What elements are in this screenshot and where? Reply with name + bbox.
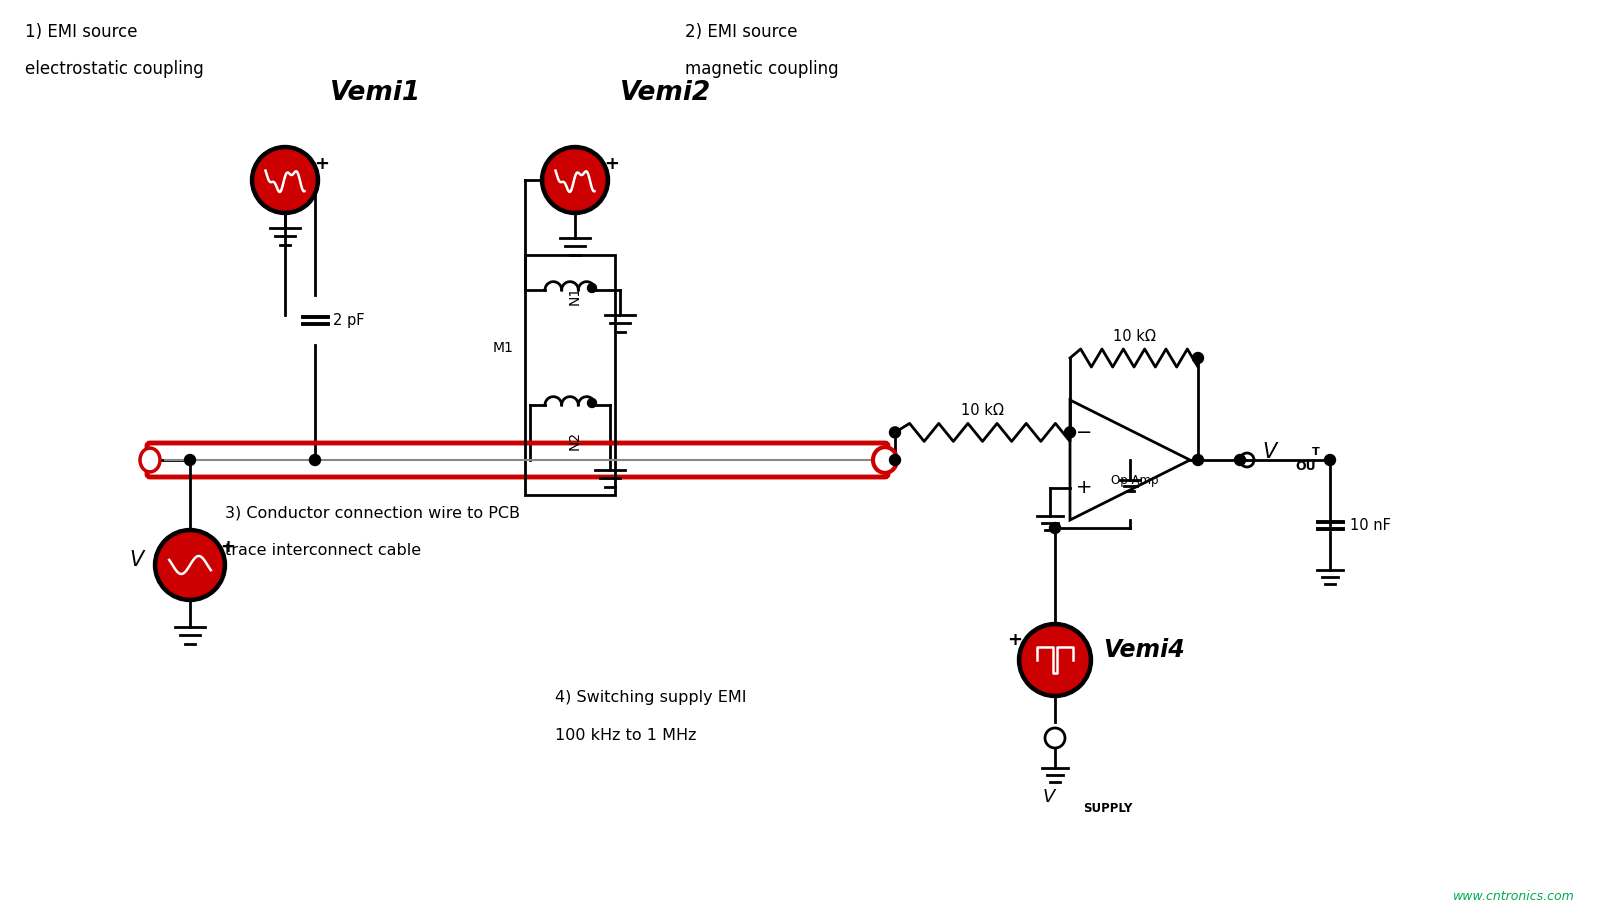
- Text: T: T: [1312, 447, 1320, 457]
- Text: +: +: [1008, 631, 1022, 649]
- Text: IN: IN: [157, 574, 173, 587]
- Circle shape: [890, 427, 901, 438]
- Circle shape: [587, 284, 597, 293]
- Text: 100 kHz to 1 MHz: 100 kHz to 1 MHz: [555, 728, 696, 743]
- Text: Vemi4: Vemi4: [1102, 638, 1184, 662]
- Text: Vemi1: Vemi1: [330, 80, 421, 106]
- Text: +: +: [605, 155, 619, 173]
- Text: 1) EMI source: 1) EMI source: [26, 23, 138, 41]
- Circle shape: [890, 455, 901, 466]
- Text: Op Amp: Op Amp: [1112, 474, 1158, 487]
- Text: +: +: [221, 538, 235, 556]
- Circle shape: [251, 145, 320, 214]
- Text: 10 nF: 10 nF: [1350, 518, 1390, 533]
- Circle shape: [541, 145, 610, 214]
- Text: N2: N2: [568, 430, 582, 449]
- Text: +: +: [1075, 479, 1093, 497]
- Circle shape: [158, 533, 222, 597]
- Text: electrostatic coupling: electrostatic coupling: [26, 60, 203, 78]
- Circle shape: [1235, 455, 1245, 466]
- Circle shape: [546, 150, 605, 210]
- Ellipse shape: [874, 447, 898, 473]
- Text: 3) Conductor connection wire to PCB: 3) Conductor connection wire to PCB: [226, 505, 520, 520]
- Circle shape: [184, 455, 195, 466]
- FancyBboxPatch shape: [147, 443, 888, 477]
- Circle shape: [1064, 427, 1075, 438]
- Circle shape: [254, 150, 315, 210]
- Text: Vemi2: Vemi2: [621, 80, 712, 106]
- Text: SUPPLY: SUPPLY: [1083, 802, 1133, 815]
- Text: www.cntronics.com: www.cntronics.com: [1453, 890, 1574, 903]
- Text: magnetic coupling: magnetic coupling: [685, 60, 838, 78]
- Circle shape: [1018, 622, 1093, 697]
- Text: $V$: $V$: [1042, 788, 1058, 806]
- Text: 2) EMI source: 2) EMI source: [685, 23, 797, 41]
- Circle shape: [1325, 455, 1336, 466]
- Text: 4) Switching supply EMI: 4) Switching supply EMI: [555, 690, 747, 705]
- Circle shape: [1192, 352, 1203, 363]
- Text: $V$: $V$: [1262, 442, 1280, 462]
- Text: OU: OU: [1294, 459, 1315, 472]
- Bar: [525, 255, 614, 495]
- Ellipse shape: [141, 448, 160, 472]
- Circle shape: [154, 529, 227, 601]
- Text: N1: N1: [568, 285, 582, 305]
- Text: trace interconnect cable: trace interconnect cable: [226, 543, 421, 558]
- Circle shape: [587, 399, 597, 407]
- Text: −: −: [1075, 423, 1093, 442]
- Circle shape: [1192, 455, 1203, 466]
- Circle shape: [1050, 522, 1061, 533]
- Circle shape: [1022, 627, 1088, 693]
- Text: 2 pF: 2 pF: [333, 313, 365, 328]
- Circle shape: [309, 455, 320, 466]
- Text: $V$: $V$: [130, 550, 147, 570]
- Text: +: +: [315, 155, 330, 173]
- Text: M1: M1: [493, 340, 514, 354]
- Text: 10 kΩ: 10 kΩ: [962, 404, 1003, 418]
- Text: 10 kΩ: 10 kΩ: [1112, 329, 1155, 344]
